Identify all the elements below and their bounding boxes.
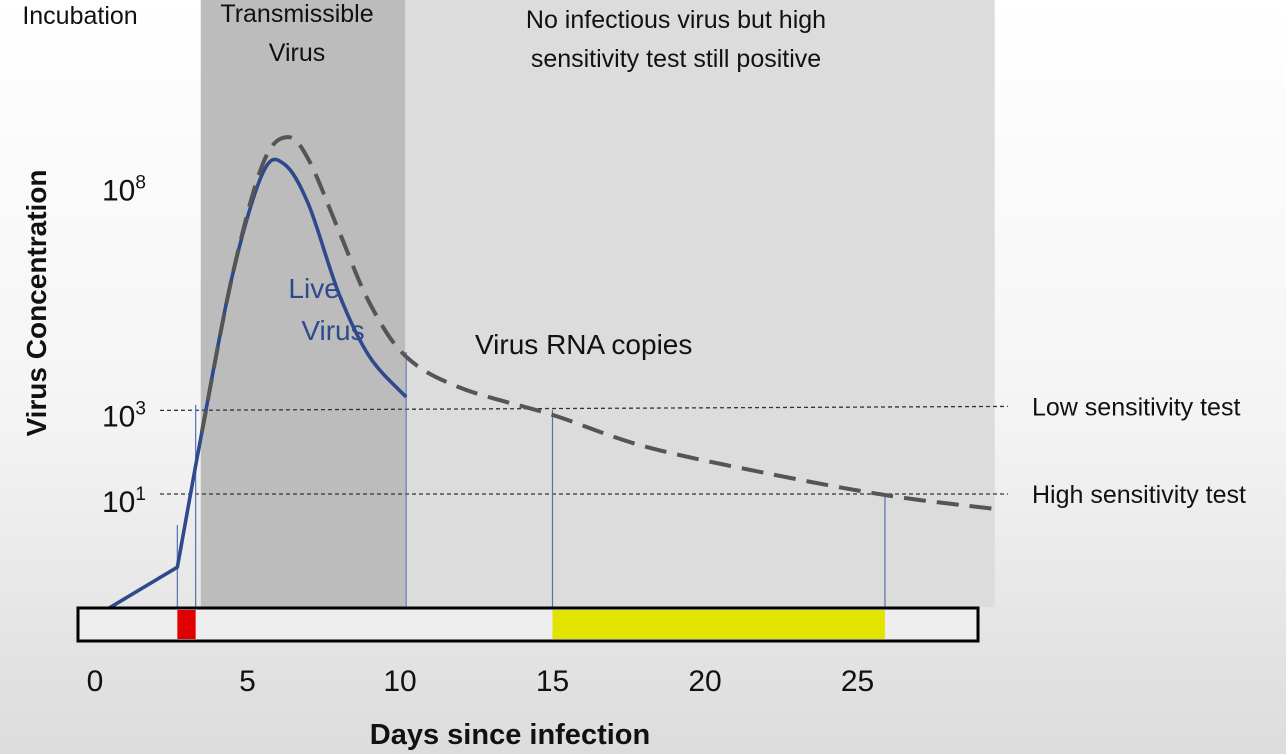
- y-tick-exp-2: 1: [135, 484, 146, 505]
- series-line-1: [199, 135, 995, 511]
- region-label-1-line1: Transmissible: [220, 0, 373, 28]
- x-tick-label-3: 15: [536, 665, 569, 698]
- region-label-1-line2: Virus: [269, 39, 326, 67]
- reference-lines-layer: Low sensitivity test High sensitivity tes…: [159, 393, 1246, 509]
- x-tick-label-4: 20: [688, 665, 721, 698]
- y-tick-base-2: 10: [102, 486, 135, 519]
- timeline-bar-segment-0: [177, 610, 196, 639]
- x-axis-label: Days since infection: [370, 719, 650, 751]
- y-tick-base-1: 10: [102, 400, 135, 433]
- reference-label-1: High sensitivity test: [1032, 481, 1246, 509]
- timeline-bar-segment-1: [552, 610, 885, 639]
- series-layer: [94, 135, 995, 619]
- y-tick-base-0: 10: [102, 174, 135, 207]
- reference-label-0: Low sensitivity test: [1032, 393, 1240, 421]
- y-tick-label-2: 101: [102, 484, 146, 519]
- region-label-0: Incubation: [22, 2, 137, 30]
- series-label-live-virus: Live Virus: [288, 273, 364, 346]
- x-ticks-layer: 0 5 10 15 20 25: [87, 665, 875, 698]
- x-tick-label-1: 5: [239, 665, 256, 698]
- y-tick-label-1: 103: [102, 398, 146, 433]
- region-label-1: Transmissible Virus: [220, 0, 373, 67]
- series-label-live-virus-line2: Virus: [301, 315, 364, 346]
- x-tick-label-5: 25: [841, 665, 874, 698]
- series-label-live-virus-line1: Live: [288, 273, 339, 304]
- region-label-2: No infectious virus but high sensitivity …: [526, 6, 826, 73]
- series-label-rna-copies: Virus RNA copies: [475, 329, 692, 360]
- x-tick-label-0: 0: [87, 665, 104, 698]
- y-tick-exp-0: 8: [135, 172, 146, 193]
- region-label-2-line1: No infectious virus but high: [526, 6, 826, 34]
- timeline-bar-layer: [76, 606, 980, 643]
- y-tick-label-0: 108: [102, 172, 146, 207]
- x-tick-label-2: 10: [383, 665, 416, 698]
- y-axis-label: Virus Concentration: [21, 169, 52, 436]
- regions-layer: Incubation Transmissible Virus No infectiou…: [22, 0, 995, 607]
- reference-line-0: [159, 405, 1009, 412]
- region-label-2-line2: sensitivity test still positive: [531, 45, 821, 73]
- region-band-2: [405, 0, 995, 607]
- y-tick-exp-1: 3: [135, 398, 146, 419]
